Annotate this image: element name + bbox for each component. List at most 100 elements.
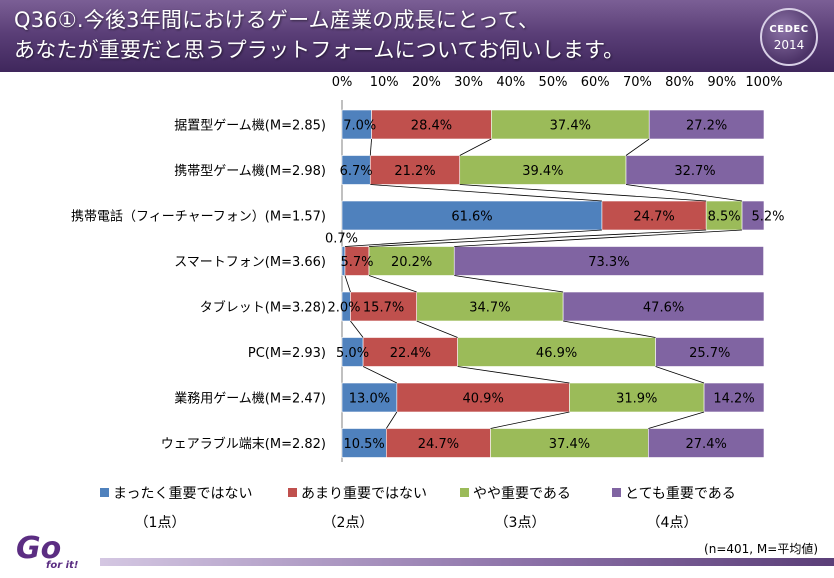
data-label: 47.6%: [643, 301, 684, 316]
x-tick-label: 90%: [707, 75, 736, 90]
legend-swatch: [460, 488, 469, 497]
bar-segment: [350, 291, 417, 322]
data-label: 25.7%: [689, 346, 730, 361]
legend-swatch: [612, 488, 621, 497]
series-line: [625, 138, 650, 156]
series-line: [369, 138, 372, 156]
x-axis-ticks: 0% 10% 20% 30% 40% 50% 60% 70% 80% 90% 100%: [332, 75, 783, 90]
data-label: 40.9%: [463, 392, 504, 407]
series-line: [454, 275, 564, 293]
data-label: 37.4%: [550, 119, 591, 134]
data-label: 73.3%: [588, 255, 629, 270]
bar-segment: [416, 291, 564, 322]
data-label: 6.7%: [340, 164, 373, 179]
data-label: 27.4%: [686, 437, 727, 452]
bar-segment: [655, 337, 765, 367]
x-tick-label: 40%: [496, 75, 525, 90]
legend-label: あまり重要ではない: [301, 486, 427, 502]
series-line: [370, 184, 602, 202]
bar-segment: [741, 200, 765, 231]
series-line: [563, 320, 656, 338]
series-line: [648, 411, 705, 429]
data-label: 32.7%: [674, 164, 715, 179]
series-line: [655, 366, 705, 384]
series-line: [385, 411, 398, 429]
bar-segment: [368, 246, 455, 276]
x-tick-label: 10%: [370, 75, 399, 90]
series-line: [625, 184, 743, 202]
series-line: [368, 229, 707, 247]
bar-segment: [562, 291, 765, 322]
data-label: 61.6%: [451, 210, 492, 225]
data-label: 14.2%: [713, 392, 754, 407]
bar-segment: [341, 155, 371, 185]
title-line-1: Q36①.今後3年間におけるゲーム産業の成長にとって、: [14, 8, 540, 32]
bar-segment: [341, 382, 398, 413]
data-label: 0.7%: [325, 232, 358, 247]
go-for-it-logo: Go for it!: [14, 528, 94, 571]
data-label: 2.0%: [327, 301, 360, 316]
cedec-logo-name: CEDEC: [769, 24, 809, 35]
cedec-logo-year: 2014: [773, 38, 805, 52]
bar-segment: [705, 200, 743, 231]
data-label: 24.7%: [418, 437, 459, 452]
x-tick-label: 30%: [454, 75, 483, 90]
data-label: 27.2%: [686, 119, 727, 134]
bar-segment: [362, 337, 458, 367]
bar-segment: [490, 428, 649, 458]
series-line: [344, 275, 351, 293]
bar-segment: [341, 428, 387, 458]
bar-segment: [396, 382, 570, 413]
data-label: 10.5%: [343, 437, 384, 452]
bar-segment: [386, 428, 491, 458]
data-label: 8.5%: [708, 210, 741, 225]
header-banner: Q36①.今後3年間におけるゲーム産業の成長にとって、 あなたが重要だと思うプラ…: [0, 0, 834, 72]
data-label: 15.7%: [363, 301, 404, 316]
series-line: [416, 320, 458, 338]
bar-segment: [625, 155, 765, 185]
bar-segment: [601, 200, 707, 231]
data-label: 7.0%: [343, 119, 376, 134]
data-label: 5.0%: [336, 346, 369, 361]
data-label: 5.2%: [751, 210, 784, 225]
x-tick-label: 80%: [665, 75, 694, 90]
series-line: [490, 411, 570, 429]
data-label: 21.2%: [394, 164, 435, 179]
bar-segment: [648, 109, 765, 140]
legend-swatch: [100, 488, 109, 497]
category-label: 携帯型ゲーム機(M=2.98): [174, 163, 326, 179]
x-tick-label: 100%: [745, 75, 782, 90]
cedec-logo: CEDEC 2014: [760, 8, 818, 66]
data-label: 20.2%: [391, 255, 432, 270]
legend-label: やや重要である: [473, 486, 571, 502]
bar-segment: [491, 109, 650, 140]
legend-label: とても重要である: [625, 486, 736, 502]
legend-sublabel: （4点）: [647, 515, 698, 531]
bar-segment: [703, 382, 765, 413]
x-tick-label: 20%: [412, 75, 441, 90]
bar-segment: [344, 246, 370, 276]
data-label: 13.0%: [349, 392, 390, 407]
series-line: [368, 275, 417, 293]
data-label: 46.9%: [536, 346, 577, 361]
series-line: [457, 366, 570, 384]
bar-segment: [369, 155, 461, 185]
data-labels: 7.0% 28.4% 37.4% 27.2% 6.7% 21.2% 39.4% 32.7% 61…: [325, 119, 785, 453]
legend-label: まったく重要ではない: [113, 486, 252, 502]
category-labels: 据置型ゲーム機(M=2.85) 携帯型ゲーム機(M=2.98) 携帯電話（フィーチャ…: [71, 119, 326, 453]
bar-segment: [648, 428, 765, 458]
bottom-decoration: [100, 558, 834, 566]
x-tick-label: 60%: [581, 75, 610, 90]
category-label: ウェアラブル端末(M=2.82): [161, 436, 326, 452]
legend-sublabel: （2点）: [323, 515, 374, 531]
bar-segment: [453, 246, 764, 276]
data-label: 34.7%: [469, 301, 510, 316]
series-line: [344, 229, 602, 247]
legend-swatch: [288, 488, 297, 497]
data-label: 24.7%: [633, 210, 674, 225]
bar-segment: [341, 200, 603, 231]
data-label: 39.4%: [522, 164, 563, 179]
title-line-2: あなたが重要だと思うプラットフォームについてお伺いします。: [14, 38, 625, 62]
legend-sublabel: （3点）: [495, 515, 546, 531]
